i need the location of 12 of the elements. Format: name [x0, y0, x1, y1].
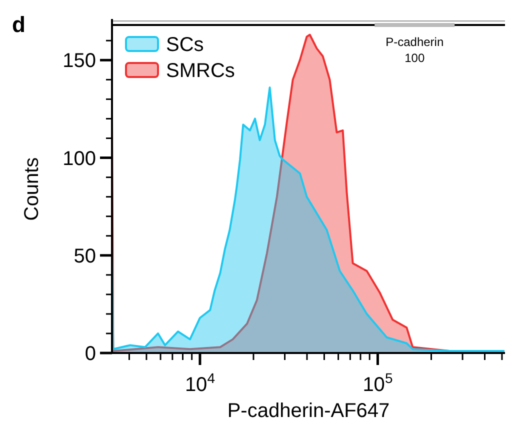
- legend-label: SMRCs: [166, 60, 235, 82]
- y-tick-label: 150: [62, 50, 96, 72]
- annotation: P-cadherin 100: [386, 35, 444, 65]
- x-tick-label: 10$^{5}$: [362, 370, 393, 396]
- x-axis-title: P-cadherin-AF647: [227, 400, 390, 422]
- chart-title: d: [12, 12, 26, 37]
- y-tick-label: 50: [74, 245, 96, 268]
- y-axis-title: Counts: [21, 157, 43, 221]
- legend-label: SCs: [166, 34, 204, 56]
- y-tick-label: 100: [62, 148, 96, 170]
- x-tick-label: 10$^{4}$: [184, 370, 216, 396]
- y-tick-label: 0: [84, 343, 96, 365]
